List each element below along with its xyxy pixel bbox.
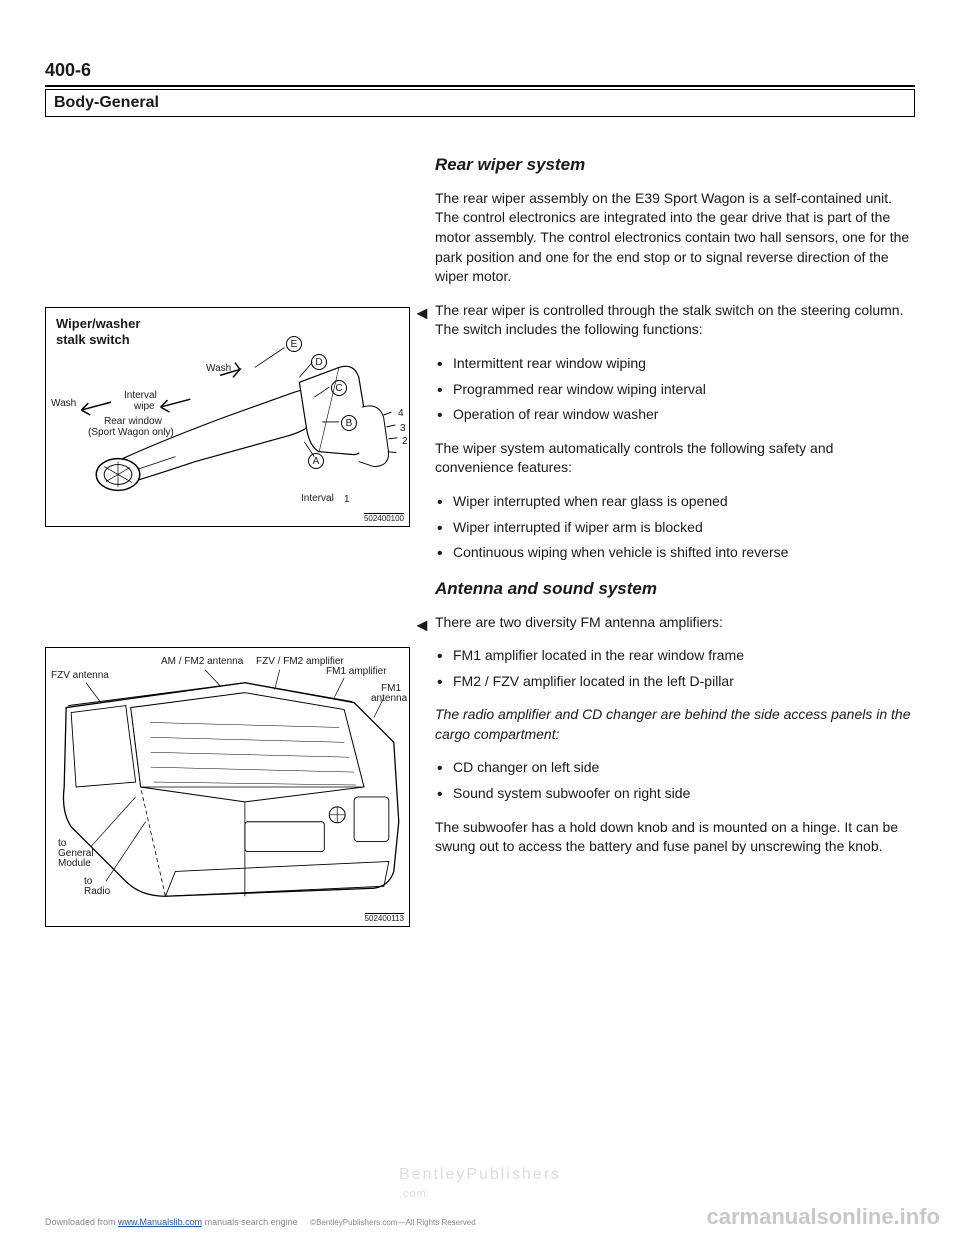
lbl-wash-left: Wash bbox=[51, 398, 76, 409]
num-4: 4 bbox=[398, 408, 404, 419]
para-antenna-intro: There are two diversity FM antenna ampli… bbox=[435, 613, 915, 633]
circled-b: B bbox=[341, 415, 357, 431]
car-svg bbox=[46, 648, 409, 926]
lbl-interval-wipe2: wipe bbox=[134, 401, 155, 412]
list-safety: Wiper interrupted when rear glass is ope… bbox=[435, 492, 915, 563]
para-subwoofer: The subwoofer has a hold down knob and i… bbox=[435, 818, 915, 857]
left-column: Wiper/washer stalk switch Wash Wash Inte… bbox=[45, 147, 410, 1047]
list-item: Programmed rear window wiping interval bbox=[453, 380, 915, 400]
page-number: 400-6 bbox=[45, 60, 915, 85]
page-header: 400-6 bbox=[45, 60, 915, 87]
para-stalk-switch: The rear wiper is controlled through the… bbox=[435, 301, 915, 340]
list-item: Operation of rear window washer bbox=[453, 405, 915, 425]
watermark-center-sub: .com bbox=[399, 1188, 427, 1200]
circled-a: A bbox=[308, 453, 324, 469]
content-columns: Wiper/washer stalk switch Wash Wash Inte… bbox=[45, 147, 915, 1047]
circled-d: D bbox=[311, 354, 327, 370]
list-item: Wiper interrupted if wiper arm is blocke… bbox=[453, 518, 915, 538]
para-safety-intro: The wiper system automatically controls … bbox=[435, 439, 915, 478]
pointer-block-antenna: ◄ There are two diversity FM antenna amp… bbox=[435, 613, 915, 633]
footer-dl-prefix: Downloaded from bbox=[45, 1217, 118, 1227]
lbl-am-fm2: AM / FM2 antenna bbox=[161, 656, 243, 667]
lbl-fm1-amp: FM1 amplifier bbox=[326, 666, 387, 677]
stalk-title-l1: Wiper/washer bbox=[56, 316, 140, 331]
circled-e: E bbox=[286, 336, 302, 352]
list-item: FM1 amplifier located in the rear window… bbox=[453, 646, 915, 666]
para-radio-amp: The radio amplifier and CD changer are b… bbox=[435, 705, 915, 744]
list-cargo: CD changer on left side Sound system sub… bbox=[435, 758, 915, 803]
list-stalk-functions: Intermittent rear window wiping Programm… bbox=[435, 354, 915, 425]
watermark-center-text: BentleyPublishers bbox=[399, 1166, 561, 1183]
pointer-arrow-icon: ◄ bbox=[413, 301, 431, 326]
num-2: 2 bbox=[402, 436, 408, 447]
footer-copyright: ©BentleyPublishers.com—All Rights Reserv… bbox=[310, 1218, 476, 1227]
footer-dl-link[interactable]: www.Manualslib.com bbox=[118, 1217, 202, 1227]
circled-c: C bbox=[331, 380, 347, 396]
footer-dl-suffix: manuals search engine bbox=[205, 1217, 298, 1227]
list-item: Continuous wiping when vehicle is shifte… bbox=[453, 543, 915, 563]
diagram2-id: 502400113 bbox=[365, 913, 404, 923]
num-3: 3 bbox=[400, 423, 406, 434]
lbl-rear-window1: Rear window bbox=[104, 416, 162, 427]
list-antenna: FM1 amplifier located in the rear window… bbox=[435, 646, 915, 691]
right-column: Rear wiper system The rear wiper assembl… bbox=[435, 147, 915, 1047]
lbl-fm1-ant2: antenna bbox=[371, 693, 407, 704]
list-item: CD changer on left side bbox=[453, 758, 915, 778]
watermark-center: BentleyPublishers .com bbox=[399, 1166, 561, 1202]
list-item: Intermittent rear window wiping bbox=[453, 354, 915, 374]
section-title: Body-General bbox=[45, 89, 915, 117]
lbl-interval-wipe1: Interval bbox=[124, 390, 157, 401]
diagram-wiper-stalk: Wiper/washer stalk switch Wash Wash Inte… bbox=[45, 307, 410, 527]
para-rear-wiper-intro: The rear wiper assembly on the E39 Sport… bbox=[435, 189, 915, 287]
list-item: Sound system subwoofer on right side bbox=[453, 784, 915, 804]
watermark-right: carmanualsonline.info bbox=[707, 1204, 941, 1230]
diagram1-id: 502400100 bbox=[364, 513, 404, 523]
num-1: 1 bbox=[344, 494, 350, 505]
heading-rear-wiper: Rear wiper system bbox=[435, 153, 915, 177]
lbl-rear-window2: (Sport Wagon only) bbox=[88, 427, 174, 438]
lbl-to-gm3: Module bbox=[58, 858, 91, 869]
lbl-interval-btm: Interval bbox=[301, 493, 334, 504]
list-item: Wiper interrupted when rear glass is ope… bbox=[453, 492, 915, 512]
lbl-fzv-ant: FZV antenna bbox=[51, 670, 109, 681]
heading-antenna: Antenna and sound system bbox=[435, 577, 915, 601]
list-item: FM2 / FZV amplifier located in the left … bbox=[453, 672, 915, 692]
pointer-arrow-icon: ◄ bbox=[413, 613, 431, 638]
lbl-wash-top: Wash bbox=[206, 363, 231, 374]
lbl-to-radio2: Radio bbox=[84, 886, 110, 897]
diagram-antenna: FZV antenna AM / FM2 antenna FZV / FM2 a… bbox=[45, 647, 410, 927]
pointer-block-stalk: ◄ The rear wiper is controlled through t… bbox=[435, 301, 915, 340]
stalk-title-l2: stalk switch bbox=[56, 332, 130, 347]
